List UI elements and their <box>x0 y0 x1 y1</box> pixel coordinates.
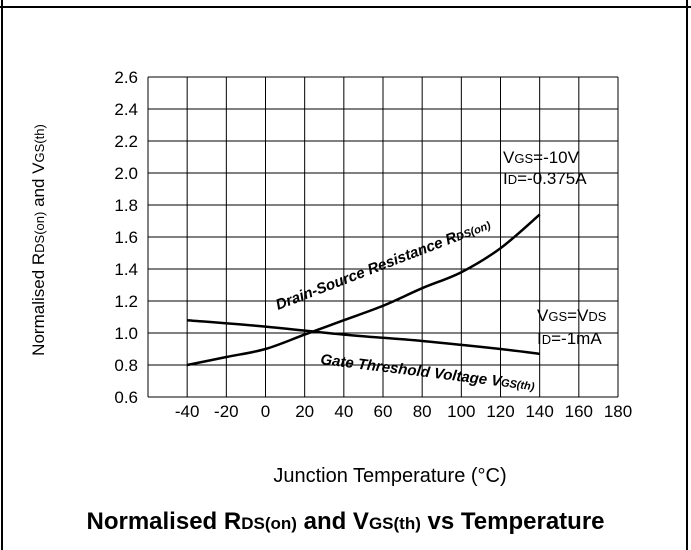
annotation-rds-conditions: VGS=-10V <box>503 148 580 167</box>
y-tick-label: 1.8 <box>114 196 138 215</box>
y-axis-label: Normalised RDS(on) and VGS(th) <box>29 124 48 356</box>
series-line-vgs-th <box>187 318 540 356</box>
x-tick-label: 80 <box>413 402 432 421</box>
y-tick-label: 1.4 <box>114 260 138 279</box>
title-text: Normalised R <box>86 508 242 535</box>
y-tick-label: 1.0 <box>114 324 138 343</box>
y-tick-label: 2.0 <box>114 164 138 183</box>
grid <box>147 76 619 398</box>
series-line-rds-on <box>186 213 541 367</box>
curve-labels: Drain-Source Resistance RDS(on)Gate Thre… <box>273 148 607 394</box>
series-label-vgs-th: Gate Threshold Voltage VGS(th) <box>320 351 536 394</box>
x-tick-label: 120 <box>486 402 514 421</box>
x-tick-label: -20 <box>214 402 239 421</box>
y-tick-label: 1.2 <box>114 292 138 311</box>
y-tick-label: 2.4 <box>114 100 138 119</box>
chart-title: Normalised RDS(on) and VGS(th) vs Temper… <box>0 508 691 536</box>
title-subscript: GS(th) <box>368 514 421 533</box>
annotation-rds-conditions: ID=-0.375A <box>503 169 587 188</box>
series-layer <box>186 213 541 367</box>
x-tick-label: 160 <box>565 402 593 421</box>
y-tick-label: 1.6 <box>114 228 138 247</box>
y-tick-label: 0.8 <box>114 356 138 375</box>
y-tick-label: 2.2 <box>114 132 138 151</box>
x-tick-label: 100 <box>447 402 475 421</box>
x-tick-label: 20 <box>295 402 314 421</box>
x-tick-label: 0 <box>261 402 270 421</box>
annotation-vgs-conditions: ID=-1mA <box>537 329 602 348</box>
y-tick-label: 2.6 <box>114 68 138 87</box>
title-text: and V <box>296 508 369 535</box>
x-tick-label: 40 <box>334 402 353 421</box>
annotation-vgs-conditions: VGS=VDS <box>537 306 607 325</box>
title-subscript: DS(on) <box>241 514 297 533</box>
x-tick-label: 60 <box>374 402 393 421</box>
x-tick-label: 140 <box>525 402 553 421</box>
y-tick-label: 0.6 <box>114 388 138 407</box>
x-axis-label: Junction Temperature (°C) <box>273 465 506 487</box>
x-tick-labels: -40 -20 0 20 40 60 80 100 120 140 160 180 <box>175 402 632 421</box>
x-tick-label: -40 <box>175 402 200 421</box>
x-tick-label: 180 <box>604 402 632 421</box>
title-text: vs Temperature <box>420 508 605 535</box>
y-tick-labels: 2.6 2.4 2.2 2.0 1.8 1.6 1.4 1.2 1.0 0.8 0.6 <box>114 68 138 407</box>
